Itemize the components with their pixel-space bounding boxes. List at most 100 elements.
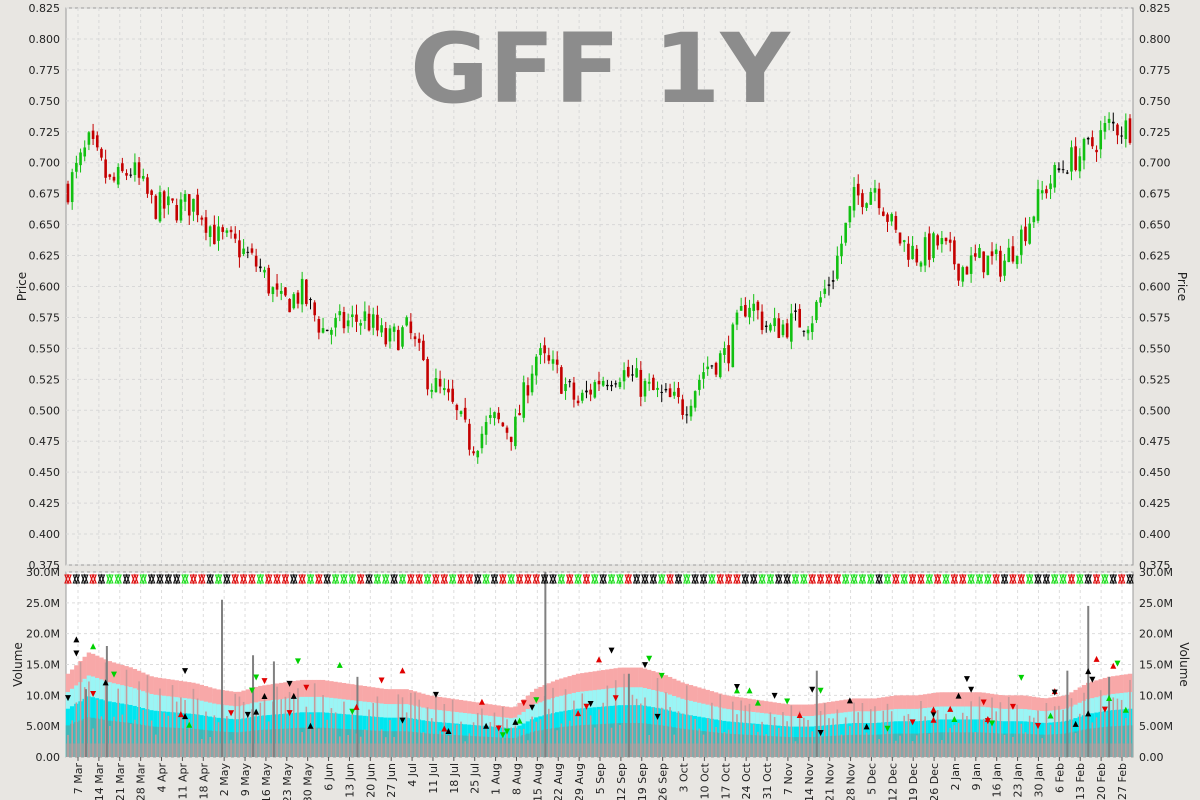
strip-marker bbox=[549, 574, 557, 585]
volume-tick-label-left: 0.00 bbox=[36, 751, 61, 764]
candle-body bbox=[965, 266, 969, 275]
volume-base-band bbox=[103, 743, 108, 757]
volume-bar bbox=[125, 669, 128, 757]
strip-marker bbox=[198, 574, 206, 585]
signal-marker bbox=[587, 701, 594, 708]
candle-body bbox=[618, 382, 622, 388]
volume-base-band bbox=[521, 743, 526, 757]
volume-base-band bbox=[638, 743, 644, 757]
volume-bar bbox=[318, 728, 320, 757]
signal-marker bbox=[353, 703, 360, 710]
x-tick-label: 8 Aug bbox=[510, 763, 523, 795]
candle-body bbox=[932, 233, 935, 259]
volume-base-band bbox=[450, 743, 455, 757]
volume-base-band bbox=[801, 743, 807, 757]
volume-bar bbox=[936, 710, 939, 757]
strip-marker bbox=[381, 574, 390, 585]
candle-body bbox=[388, 328, 392, 342]
price-tick-label-right: 0.400 bbox=[1139, 528, 1171, 541]
volume-base-band bbox=[454, 743, 460, 757]
volume-base-band bbox=[793, 743, 798, 757]
volume-bar bbox=[660, 707, 663, 757]
volume-base-band bbox=[513, 743, 518, 757]
volume-base-band bbox=[839, 743, 844, 757]
candle-body bbox=[1082, 138, 1086, 161]
candle-body bbox=[267, 267, 270, 294]
volume-base-band bbox=[270, 743, 276, 757]
volume-base-band bbox=[584, 743, 589, 757]
volume-base-band bbox=[554, 743, 560, 757]
volume-bar bbox=[573, 700, 575, 757]
volume-base-band bbox=[935, 743, 940, 757]
candle-body bbox=[346, 320, 350, 327]
volume-bar bbox=[832, 718, 834, 757]
volume-base-band bbox=[642, 743, 648, 757]
volume-base-band bbox=[412, 743, 418, 757]
volume-axis-title-left: Volume bbox=[11, 642, 25, 687]
signal-marker bbox=[512, 718, 519, 725]
volume-base-band bbox=[734, 743, 740, 757]
volume-base-band bbox=[851, 743, 857, 757]
strip-marker bbox=[532, 574, 541, 585]
volume-base-band bbox=[981, 743, 986, 757]
candle-body bbox=[162, 191, 166, 209]
price-tick-label-right: 0.725 bbox=[1139, 126, 1171, 139]
candle-body bbox=[79, 152, 82, 166]
strip-marker bbox=[1092, 574, 1101, 585]
candle-body bbox=[288, 298, 291, 313]
volume-bar bbox=[665, 692, 667, 757]
volume-axis-title-right: Volume bbox=[1177, 642, 1191, 687]
volume-base-band bbox=[408, 743, 414, 757]
signal-marker bbox=[654, 713, 661, 720]
candle-body bbox=[221, 227, 225, 232]
candle-body bbox=[560, 367, 563, 394]
signal-marker bbox=[349, 708, 356, 715]
strip-marker bbox=[825, 574, 833, 585]
price-tick-label-right: 0.675 bbox=[1139, 188, 1171, 201]
volume-bar bbox=[159, 688, 161, 757]
x-tick-label: 28 Mar bbox=[135, 763, 148, 800]
volume-base-band bbox=[400, 743, 405, 757]
volume-base-band bbox=[571, 743, 577, 757]
volume-base-band bbox=[546, 743, 552, 757]
volume-spike bbox=[815, 670, 818, 757]
volume-base-band bbox=[383, 743, 388, 757]
candle-body bbox=[564, 383, 567, 392]
volume-bar bbox=[276, 686, 278, 757]
candle-body bbox=[413, 336, 417, 340]
signal-marker bbox=[641, 662, 648, 669]
volume-bar bbox=[907, 714, 910, 757]
volume-base-band bbox=[592, 743, 598, 757]
volume-bar bbox=[472, 722, 475, 757]
candle-body bbox=[764, 325, 768, 327]
strip-marker bbox=[783, 574, 791, 585]
volume-base-band bbox=[362, 743, 368, 757]
volume-base-band bbox=[885, 743, 890, 757]
volume-bar bbox=[351, 713, 354, 757]
strip-marker bbox=[749, 574, 758, 585]
candle-body bbox=[902, 240, 906, 243]
signal-marker bbox=[1093, 655, 1100, 662]
candle-body bbox=[1103, 123, 1107, 132]
volume-base-band bbox=[170, 743, 175, 757]
candle-body bbox=[877, 188, 881, 209]
candle-body bbox=[259, 266, 262, 269]
signal-marker bbox=[951, 715, 958, 722]
volume-bar bbox=[330, 708, 333, 757]
signal-marker bbox=[186, 721, 193, 728]
candle-body bbox=[422, 340, 425, 361]
price-panel: 0.825 0.825 0.800 0.800 0.775 0.775 0.750 0.750… bbox=[15, 2, 1189, 572]
volume-base-band bbox=[1052, 743, 1057, 757]
price-tick-label-left: 0.775 bbox=[29, 64, 61, 77]
strip-marker bbox=[917, 574, 925, 585]
strip-marker bbox=[139, 574, 148, 585]
volume-bar bbox=[518, 729, 521, 757]
volume-base-band bbox=[341, 743, 347, 757]
strip-marker bbox=[557, 574, 566, 585]
candle-body bbox=[380, 325, 383, 333]
volume-base-band bbox=[517, 743, 522, 757]
strip-marker bbox=[273, 574, 281, 585]
x-tick-label: 16 Jan bbox=[991, 763, 1004, 797]
strip-marker bbox=[657, 574, 666, 585]
candle-body bbox=[434, 378, 438, 393]
